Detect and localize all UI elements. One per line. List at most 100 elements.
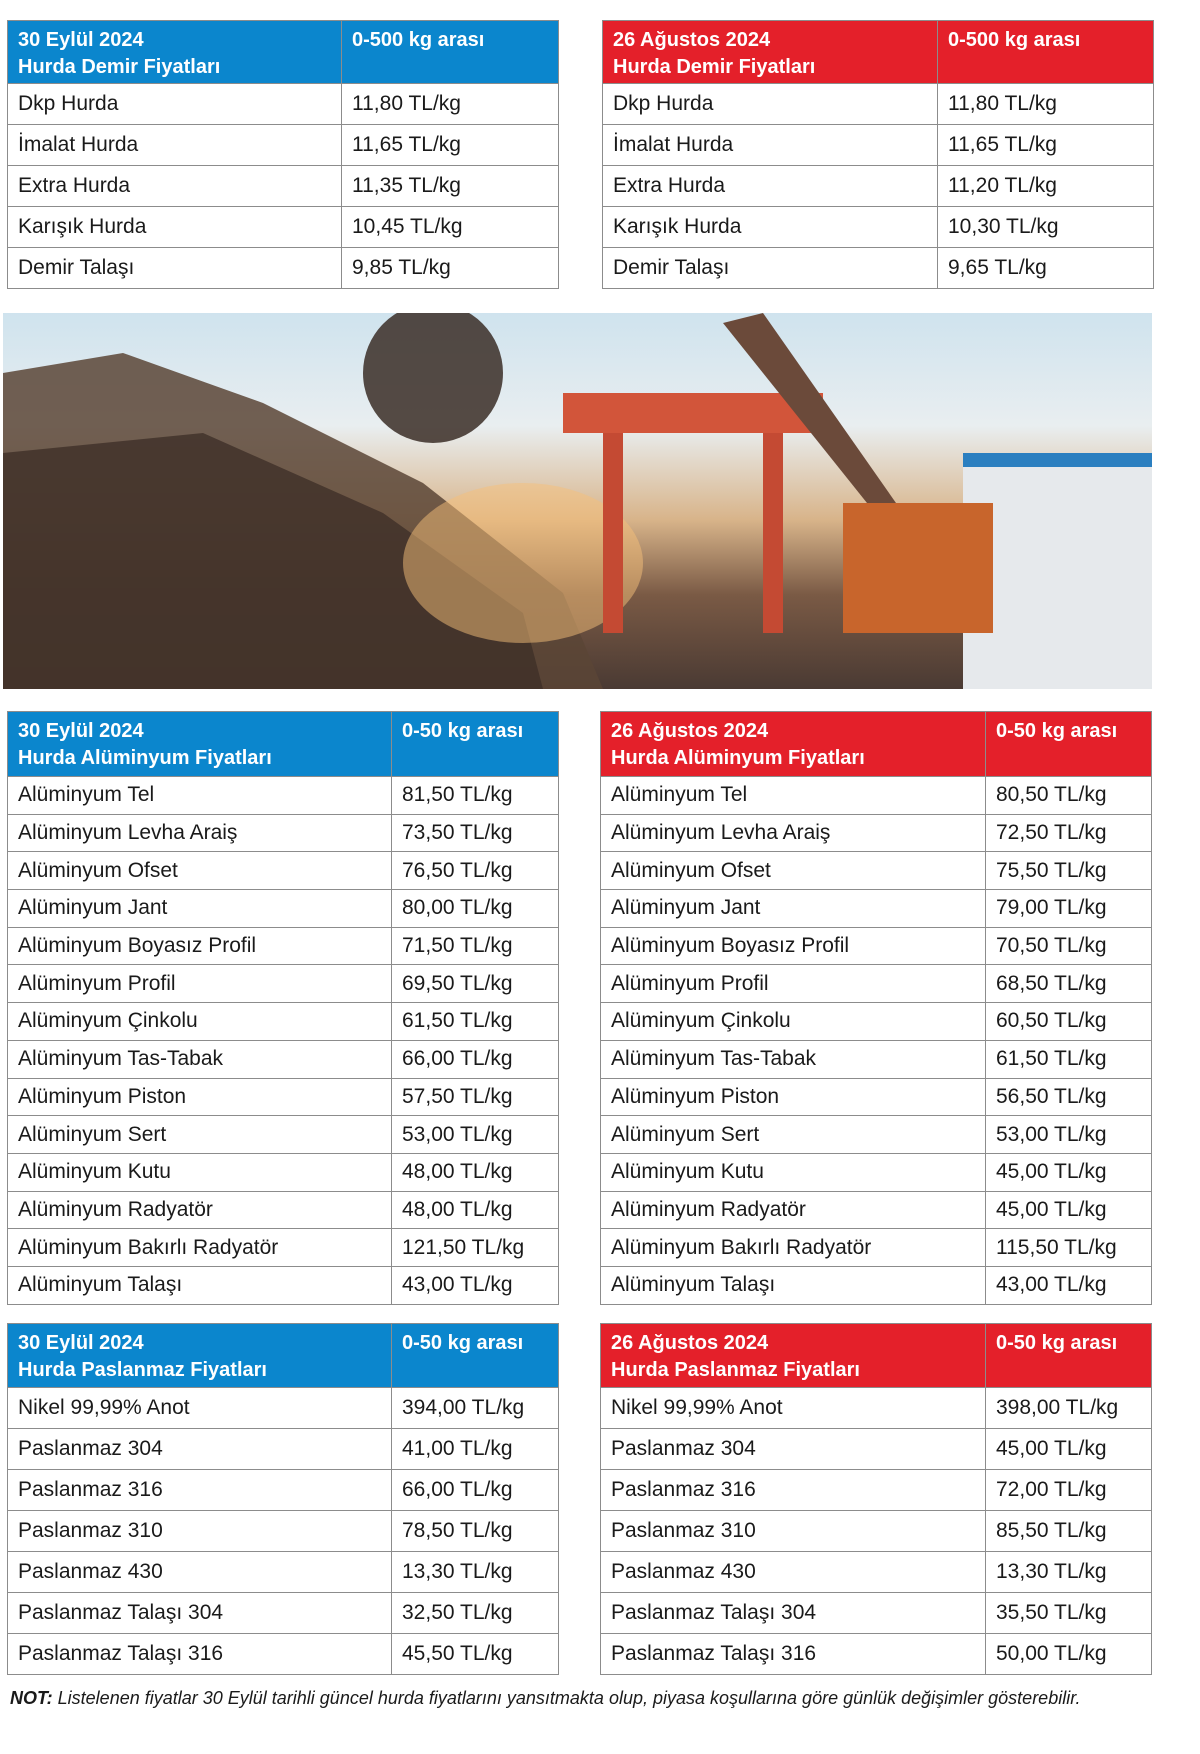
item-price: 45,00 TL/kg bbox=[985, 1152, 1152, 1192]
table-row: Paslanmaz 430 13,30 TL/kg bbox=[7, 1551, 559, 1593]
item-name: Alüminyum Tas-Tabak bbox=[7, 1039, 392, 1079]
item-name: Alüminyum Jant bbox=[600, 889, 986, 928]
table-row: Alüminyum Talaşı 43,00 TL/kg bbox=[600, 1265, 1152, 1305]
price-table-demir-30-eylul: 30 Eylül 2024 Hurda Demir Fiyatları 0-500 … bbox=[7, 20, 559, 289]
table-range: 0-50 kg arası bbox=[391, 711, 559, 777]
item-price: 13,30 TL/kg bbox=[391, 1551, 559, 1593]
item-name: Paslanmaz 310 bbox=[600, 1510, 986, 1552]
table-title: 30 Eylül 2024 Hurda Demir Fiyatları bbox=[7, 20, 342, 84]
table-row: Paslanmaz 316 72,00 TL/kg bbox=[600, 1469, 1152, 1511]
item-name: Alüminyum Tas-Tabak bbox=[600, 1039, 986, 1079]
item-price: 11,35 TL/kg bbox=[341, 165, 559, 207]
item-price: 85,50 TL/kg bbox=[985, 1510, 1152, 1552]
table-row: Alüminyum Tel 80,50 TL/kg bbox=[600, 776, 1152, 815]
item-name: Dkp Hurda bbox=[602, 83, 938, 125]
table-row: Alüminyum Piston 56,50 TL/kg bbox=[600, 1077, 1152, 1117]
table-row: Dkp Hurda 11,80 TL/kg bbox=[7, 83, 559, 125]
item-name: Karışık Hurda bbox=[7, 206, 342, 248]
table-row: Alüminyum Jant 79,00 TL/kg bbox=[600, 889, 1152, 928]
item-name: Dkp Hurda bbox=[7, 83, 342, 125]
table-category: Hurda Alüminyum Fiyatları bbox=[611, 747, 865, 769]
table-date: 30 Eylül 2024 bbox=[18, 1332, 144, 1354]
item-price: 80,50 TL/kg bbox=[985, 776, 1152, 815]
item-price: 71,50 TL/kg bbox=[391, 926, 559, 966]
table-row: Alüminyum Tas-Tabak 66,00 TL/kg bbox=[7, 1039, 559, 1079]
item-price: 66,00 TL/kg bbox=[391, 1469, 559, 1511]
table-header: 30 Eylül 2024 Hurda Alüminyum Fiyatları 0-… bbox=[7, 711, 559, 777]
item-name: İmalat Hurda bbox=[7, 124, 342, 166]
item-price: 72,50 TL/kg bbox=[985, 813, 1152, 853]
table-row: Paslanmaz 304 41,00 TL/kg bbox=[7, 1428, 559, 1470]
item-price: 80,00 TL/kg bbox=[391, 889, 559, 928]
table-row: Alüminyum Profil 69,50 TL/kg bbox=[7, 964, 559, 1004]
table-row: Alüminyum Boyasız Profil 70,50 TL/kg bbox=[600, 926, 1152, 966]
item-name: Extra Hurda bbox=[602, 165, 938, 207]
item-price: 57,50 TL/kg bbox=[391, 1077, 559, 1117]
item-price: 11,80 TL/kg bbox=[341, 83, 559, 125]
item-price: 394,00 TL/kg bbox=[391, 1387, 559, 1429]
table-header: 26 Ağustos 2024 Hurda Paslanmaz Fiyatları… bbox=[600, 1323, 1152, 1388]
table-header: 30 Eylül 2024 Hurda Demir Fiyatları 0-500 … bbox=[7, 20, 559, 84]
item-name: Alüminyum Talaşı bbox=[7, 1265, 392, 1305]
item-price: 10,30 TL/kg bbox=[937, 206, 1154, 248]
item-price: 78,50 TL/kg bbox=[391, 1510, 559, 1552]
table-row: Alüminyum Tel 81,50 TL/kg bbox=[7, 776, 559, 815]
item-price: 81,50 TL/kg bbox=[391, 776, 559, 815]
item-name: Paslanmaz 316 bbox=[600, 1469, 986, 1511]
item-price: 60,50 TL/kg bbox=[985, 1002, 1152, 1041]
item-price: 53,00 TL/kg bbox=[985, 1115, 1152, 1154]
table-date: 30 Eylül 2024 bbox=[18, 29, 144, 51]
item-price: 35,50 TL/kg bbox=[985, 1592, 1152, 1634]
item-price: 43,00 TL/kg bbox=[391, 1265, 559, 1305]
item-price: 398,00 TL/kg bbox=[985, 1387, 1152, 1429]
item-price: 32,50 TL/kg bbox=[391, 1592, 559, 1634]
table-row: Paslanmaz Talaşı 316 50,00 TL/kg bbox=[600, 1633, 1152, 1675]
item-name: Alüminyum Tel bbox=[600, 776, 986, 815]
item-name: Alüminyum Piston bbox=[7, 1077, 392, 1117]
item-price: 10,45 TL/kg bbox=[341, 206, 559, 248]
item-name: Paslanmaz 316 bbox=[7, 1469, 392, 1511]
item-name: Alüminyum Çinkolu bbox=[7, 1002, 392, 1041]
item-price: 68,50 TL/kg bbox=[985, 964, 1152, 1004]
table-title: 26 Ağustos 2024 Hurda Demir Fiyatları bbox=[602, 20, 938, 84]
item-name: Extra Hurda bbox=[7, 165, 342, 207]
note-label: NOT: bbox=[10, 1688, 53, 1708]
item-name: Paslanmaz Talaşı 304 bbox=[600, 1592, 986, 1634]
item-price: 76,50 TL/kg bbox=[391, 851, 559, 891]
item-name: Alüminyum Piston bbox=[600, 1077, 986, 1117]
table-row: Alüminyum Kutu 48,00 TL/kg bbox=[7, 1152, 559, 1192]
table-category: Hurda Alüminyum Fiyatları bbox=[18, 747, 272, 769]
table-row: Paslanmaz 310 78,50 TL/kg bbox=[7, 1510, 559, 1552]
table-row: Paslanmaz Talaşı 304 35,50 TL/kg bbox=[600, 1592, 1152, 1634]
item-name: Alüminyum Kutu bbox=[7, 1152, 392, 1192]
table-row: Alüminyum Jant 80,00 TL/kg bbox=[7, 889, 559, 928]
table-row: Alüminyum Tas-Tabak 61,50 TL/kg bbox=[600, 1039, 1152, 1079]
item-name: Demir Talaşı bbox=[7, 247, 342, 289]
table-row: Paslanmaz Talaşı 304 32,50 TL/kg bbox=[7, 1592, 559, 1634]
table-row: Paslanmaz 304 45,00 TL/kg bbox=[600, 1428, 1152, 1470]
item-name: Alüminyum Levha Araiş bbox=[7, 813, 392, 853]
table-row: Paslanmaz 310 85,50 TL/kg bbox=[600, 1510, 1152, 1552]
item-name: Paslanmaz 304 bbox=[7, 1428, 392, 1470]
table-row: Demir Talaşı 9,85 TL/kg bbox=[7, 247, 559, 289]
table-row: Alüminyum Talaşı 43,00 TL/kg bbox=[7, 1265, 559, 1305]
scrap-yard-photo bbox=[3, 313, 1152, 689]
table-row: Paslanmaz 430 13,30 TL/kg bbox=[600, 1551, 1152, 1593]
item-price: 43,00 TL/kg bbox=[985, 1265, 1152, 1305]
table-date: 26 Ağustos 2024 bbox=[611, 720, 769, 742]
item-price: 48,00 TL/kg bbox=[391, 1190, 559, 1230]
item-name: Paslanmaz Talaşı 316 bbox=[600, 1633, 986, 1675]
item-price: 11,65 TL/kg bbox=[341, 124, 559, 166]
price-table-demir-26-agustos: 26 Ağustos 2024 Hurda Demir Fiyatları 0-50… bbox=[602, 20, 1154, 289]
table-row: Karışık Hurda 10,45 TL/kg bbox=[7, 206, 559, 248]
item-name: Paslanmaz Talaşı 316 bbox=[7, 1633, 392, 1675]
item-name: Alüminyum Sert bbox=[7, 1115, 392, 1154]
item-name: Alüminyum Bakırlı Radyatör bbox=[600, 1228, 986, 1267]
table-row: Alüminyum Piston 57,50 TL/kg bbox=[7, 1077, 559, 1117]
table-title: 30 Eylül 2024 Hurda Paslanmaz Fiyatları bbox=[7, 1323, 392, 1388]
item-name: Nikel 99,99% Anot bbox=[600, 1387, 986, 1429]
item-price: 9,65 TL/kg bbox=[937, 247, 1154, 289]
item-name: Paslanmaz 304 bbox=[600, 1428, 986, 1470]
table-header: 30 Eylül 2024 Hurda Paslanmaz Fiyatları 0-… bbox=[7, 1323, 559, 1388]
table-row: Extra Hurda 11,20 TL/kg bbox=[602, 165, 1154, 207]
